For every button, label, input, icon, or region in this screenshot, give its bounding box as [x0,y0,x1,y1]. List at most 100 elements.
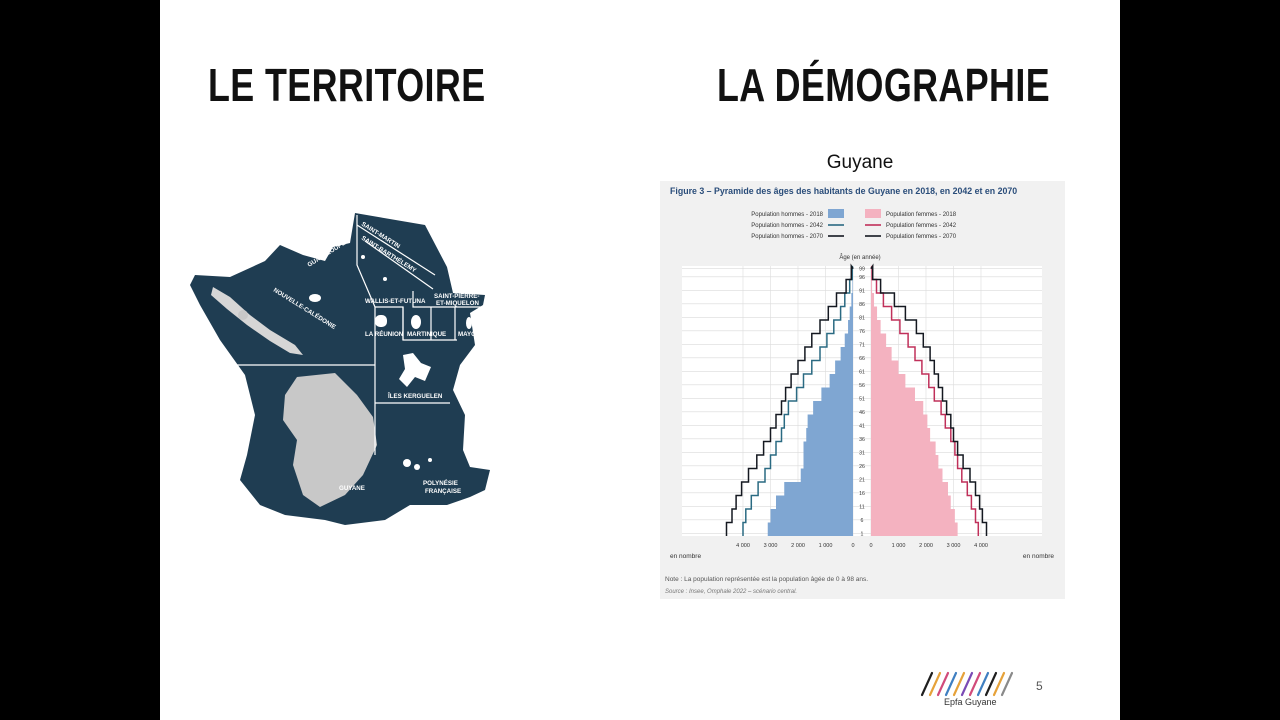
age-tick-label: 56 [859,383,865,389]
x-tick-left: 1 000 [819,543,833,549]
map-marker [238,310,248,320]
map-label-guyane: GUYANE [339,485,365,492]
age-tick-label: 31 [859,450,865,456]
mayotte-island [466,317,472,329]
population-pyramid-chart: Figure 3 – Pyramide des âges des habitan… [665,186,1054,595]
x-tick-right: 2 000 [919,543,933,549]
line-men-2070 [725,263,854,536]
legend-label: Population hommes - 2018 [751,212,823,218]
x-tick-left: 4 000 [736,543,750,549]
age-tick-label: 99 [859,267,865,273]
map-label-miquelon: ET-MIQUELON [436,300,479,307]
map-label-la-reunion: LA RÉUNION [365,330,404,338]
age-tick-label: 96 [859,275,865,281]
age-tick-label: 51 [859,396,865,402]
logo-stripes [920,671,1014,697]
x-tick-right: 1 000 [892,543,906,549]
guadeloupe-island [309,294,321,302]
bar-women-2018 [871,495,951,509]
polynesia-island [428,458,432,462]
map-label-wallis-et-futuna: WALLIS-ET-FUTUNA [365,298,426,305]
age-tick-label: 26 [859,464,865,470]
population-pyramid-figure: Figure 3 – Pyramide des âges des habitan… [660,181,1065,599]
age-tick-label: 36 [859,437,865,443]
bar-women-2018 [871,401,924,415]
bar-men-2018 [840,347,853,361]
map-borders [215,215,481,455]
bar-women-2018 [871,387,915,401]
bar-women-2018 [871,468,943,482]
age-tick-label: 76 [859,329,865,335]
france-overseas-map: SAINT-MARTIN SAINT-BARTHÉLEMY GUADELOUPE… [190,213,490,525]
legend-label: Population femmes - 2070 [886,234,957,240]
map-label-francaise: FRANÇAISE [425,488,461,495]
map-label-iles-kerguelen: ÎLES KERGUELEN [387,392,443,400]
bar-women-2018 [871,360,899,374]
bar-men-2018 [829,374,853,388]
x-axis-label-right: en nombre [1023,553,1054,560]
age-tick-label: 61 [859,369,865,375]
age-tick-label: 86 [859,302,865,308]
bar-men-2018 [813,401,853,415]
heading-territoire: LE TERRITOIRE [208,59,486,111]
bar-women-2018 [871,293,875,307]
bar-men-2018 [849,306,853,320]
legend-label: Population hommes - 2070 [751,234,823,240]
age-tick-label: 81 [859,315,865,321]
chart-slide-title: Guyane [826,152,894,173]
bar-men-2018 [821,387,853,401]
age-tick-label: 46 [859,410,865,416]
bar-women-2018 [871,306,878,320]
x-tick-left: 2 000 [791,543,805,549]
age-tick-label: 41 [859,423,865,429]
wallis-island [383,277,387,281]
chart-bars [767,266,958,536]
bar-men-2018 [852,279,853,293]
chart-legend: Population hommes - 2018 Population homme… [751,209,957,240]
bar-women-2018 [871,374,906,388]
bar-women-2018 [871,482,948,496]
bar-women-2018 [871,279,873,293]
bar-men-2018 [806,428,853,442]
age-tick-label: 6 [861,518,864,524]
bar-men-2018 [803,455,853,469]
epfa-guyane-logo: Epfa Guyane [920,671,1014,707]
bar-men-2018 [803,441,853,455]
logo-text: Epfa Guyane [944,697,997,707]
slide: LE TERRITOIRE LA DÉMOGRAPHIE [160,0,1120,720]
legend-label: Population femmes - 2042 [886,223,957,229]
map-label-polynesie: POLYNÉSIE [423,479,458,487]
bar-women-2018 [871,333,887,347]
age-tick-label: 16 [859,491,865,497]
line-women-2070 [870,263,988,536]
bar-women-2018 [871,441,936,455]
age-tick-label: 91 [859,288,865,294]
heading-demographie: LA DÉMOGRAPHIE [717,59,1051,111]
age-tick-label: 66 [859,356,865,362]
polynesia-island [414,464,420,470]
x-axis-label-left: en nombre [670,553,701,560]
bar-women-2018 [871,347,892,361]
x-tick-right: 0 [869,543,872,549]
bar-women-2018 [871,428,931,442]
x-tick-left: 0 [851,543,854,549]
age-tick-label: 71 [859,342,865,348]
bar-men-2018 [848,320,853,334]
age-tick-label: 11 [859,504,864,510]
figure-note: Note : La population représentée est la … [665,576,868,583]
line-women-2042 [870,265,980,536]
saint-martin-island [361,255,365,259]
legend-label: Population femmes - 2018 [886,212,957,218]
martinique-island [411,315,421,329]
figure-title: Figure 3 – Pyramide des âges des habitan… [670,186,1017,196]
y-axis-label: Âge (en année) [839,254,880,261]
bar-women-2018 [871,455,939,469]
bar-men-2018 [851,293,853,307]
chart-lines [725,263,988,536]
line-men-2042 [742,265,854,536]
bar-men-2018 [767,522,853,536]
x-tick-right: 3 000 [947,543,961,549]
bar-men-2018 [784,482,853,496]
nouvelle-caledonie-shape [211,287,303,355]
